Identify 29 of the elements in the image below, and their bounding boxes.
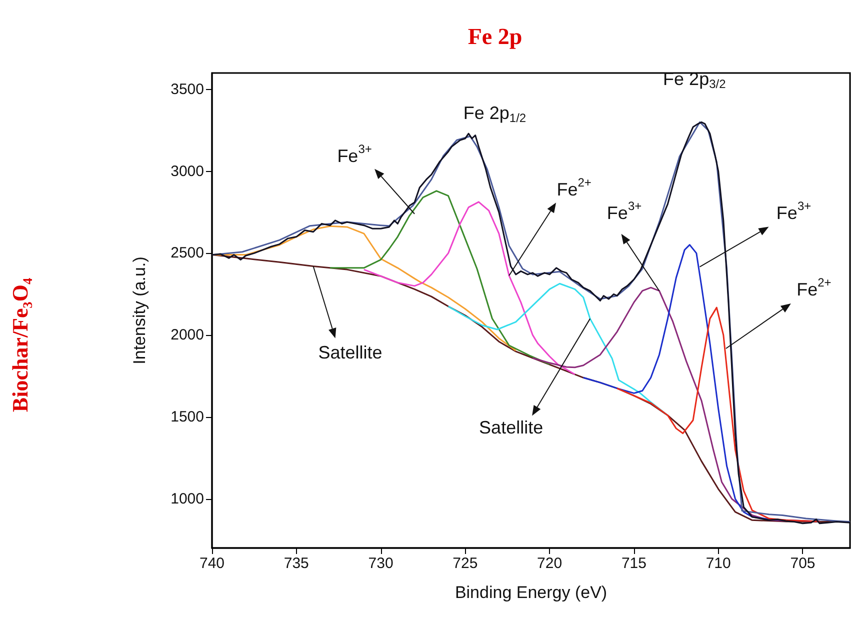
x-tick-label: 720 — [537, 555, 562, 572]
annotation: Fe 2p$_{1/2}$ — [463, 102, 526, 126]
line-series — [616, 306, 820, 522]
annotation: Fe$^{3+}$ — [776, 198, 812, 223]
y-axis-title: Intensity (a.u.) — [130, 256, 149, 364]
y-tick-label: 3500 — [170, 80, 204, 98]
annotation: Fe$^{2+}$ — [796, 275, 832, 300]
x-tick-label: 725 — [452, 555, 478, 572]
x-tick-label: 740 — [199, 555, 225, 572]
chart-title: Fe 2p — [468, 24, 522, 49]
line-series — [448, 282, 668, 416]
annotation: Satellite — [318, 342, 382, 362]
annotation: Fe$^{3+}$ — [337, 142, 372, 166]
y-tick-label: 1000 — [170, 490, 204, 508]
x-axis-title: Binding Energy (eV) — [454, 583, 608, 602]
y-tick-label: 2000 — [170, 326, 204, 344]
y-tick-label: 2500 — [170, 244, 204, 262]
annotation: Fe$^{3+}$ — [606, 198, 642, 223]
annotation: Satellite — [479, 417, 544, 438]
annotation: Fe$^{2+}$ — [556, 176, 592, 200]
x-tick-label: 735 — [284, 555, 309, 572]
x-tick-label: 730 — [368, 555, 394, 572]
y-tick-label: 3000 — [170, 162, 204, 180]
x-tick-label: 715 — [621, 555, 646, 572]
text: Biochar/Fe₃O₄ — [8, 278, 32, 412]
annotation: Fe 2p$_{3/2}$ — [663, 68, 726, 92]
x-tick-label: 710 — [706, 555, 731, 572]
y-tick-label: 1500 — [170, 408, 204, 426]
x-tick-label: 705 — [790, 555, 816, 572]
